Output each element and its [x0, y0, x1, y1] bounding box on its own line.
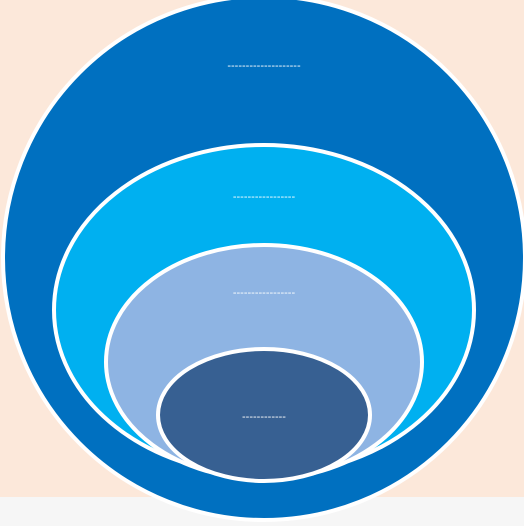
inner-circle-label: ------------ — [242, 411, 286, 423]
outer-circle-label: -------------------- — [227, 60, 301, 72]
inner-circle — [156, 347, 372, 483]
third-circle-label: ----------------- — [233, 287, 296, 299]
second-circle-label: ----------------- — [233, 191, 296, 203]
